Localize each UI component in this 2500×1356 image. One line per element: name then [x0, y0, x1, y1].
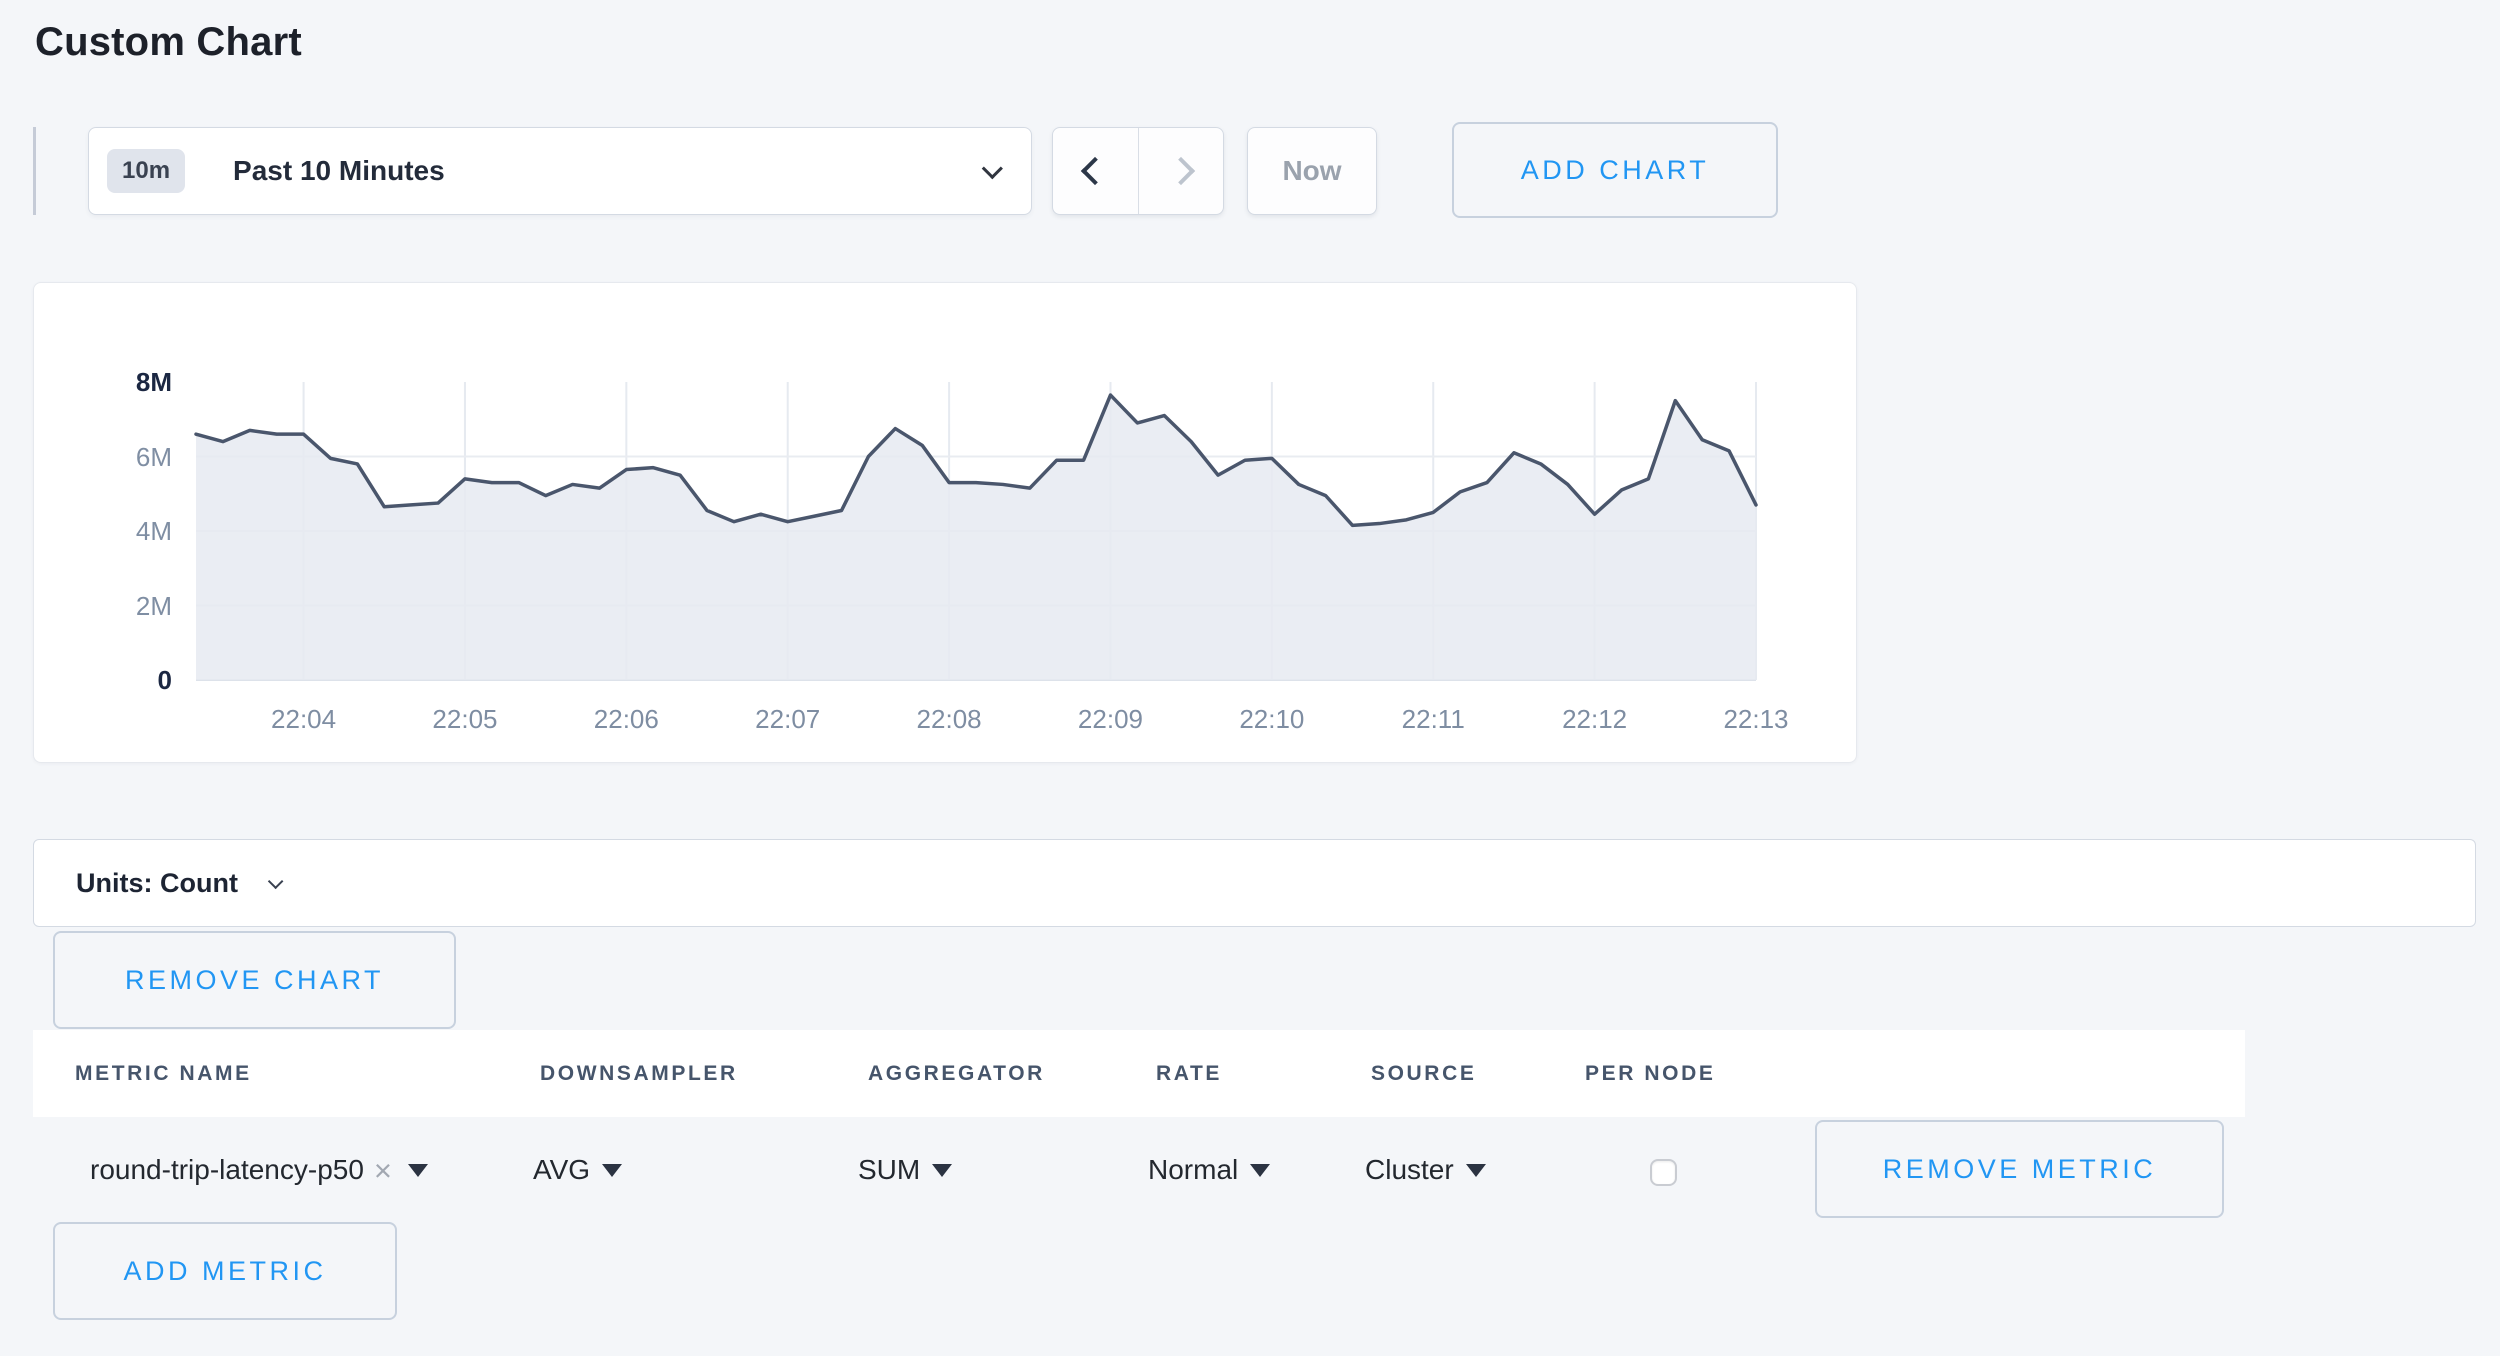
y-axis-tick-label: 8M [135, 367, 172, 397]
y-axis-tick-label: 4M [135, 516, 172, 546]
y-axis-tick-label: 6M [135, 441, 172, 472]
units-dropdown[interactable]: Units: Count [33, 839, 2476, 927]
chevron-right-icon [1166, 156, 1195, 186]
time-window-badge: 10m [107, 149, 186, 193]
chevron-down-icon [981, 157, 1003, 179]
aggregator-value: SUM [858, 1154, 921, 1185]
source-value: Cluster [1365, 1154, 1454, 1185]
dropdown-caret-icon [408, 1163, 429, 1177]
prev-time-button[interactable] [1053, 128, 1139, 214]
metric-name-value: round-trip-latency-p50 [90, 1154, 364, 1185]
x-axis-tick-label: 22:13 [1723, 704, 1789, 734]
x-axis-tick-label: 22:08 [916, 704, 982, 734]
timeseries-area-chart [194, 382, 1758, 681]
x-axis-tick-label: 22:06 [593, 704, 659, 734]
page-title: Custom Chart [35, 20, 302, 64]
column-header-downsampler: DOWNSAMPLER [540, 1061, 738, 1085]
remove-chart-button[interactable]: REMOVE CHART [53, 931, 456, 1029]
x-axis-tick-label: 22:10 [1239, 704, 1305, 734]
add-metric-button[interactable]: ADD METRIC [53, 1222, 397, 1320]
per-node-checkbox[interactable] [1650, 1159, 1677, 1186]
metrics-table-header: METRIC NAME DOWNSAMPLER AGGREGATOR RATE … [33, 1030, 2245, 1117]
toolbar-accent-bar [33, 127, 36, 215]
x-axis-tick-label: 22:12 [1562, 704, 1628, 734]
remove-metric-button[interactable]: REMOVE METRIC [1815, 1120, 2224, 1218]
chart-card: 0 2M 4M 6M 8M 22:04 22:05 22:06 22:07 22:08 22:09… [33, 282, 1857, 763]
dropdown-caret-icon [1465, 1163, 1486, 1177]
x-axis-tick-label: 22:04 [271, 704, 337, 734]
column-header-source: SOURCE [1371, 1061, 1477, 1085]
time-window-label: Past 10 Minutes [233, 155, 445, 186]
time-window-select[interactable]: 10m Past 10 Minutes [88, 127, 1032, 215]
downsampler-value: AVG [533, 1154, 591, 1185]
column-header-aggregator: AGGREGATOR [868, 1061, 1045, 1085]
rate-value: Normal [1148, 1154, 1239, 1185]
dropdown-caret-icon [932, 1163, 953, 1177]
chart-plot[interactable] [194, 382, 1758, 681]
now-button[interactable]: Now [1247, 127, 1377, 215]
chevron-down-icon [267, 873, 284, 889]
dropdown-caret-icon [602, 1163, 623, 1177]
y-axis-tick-label: 2M [135, 590, 172, 621]
column-header-per-node: PER NODE [1585, 1061, 1716, 1085]
dropdown-caret-icon [1250, 1163, 1271, 1177]
remove-tag-icon[interactable]: × [373, 1152, 393, 1188]
metric-name-dropdown[interactable]: round-trip-latency-p50 × [90, 1140, 429, 1200]
x-axis-tick-label: 22:09 [1077, 704, 1143, 734]
column-header-metric-name: METRIC NAME [75, 1061, 252, 1085]
y-axis-tick-label: 0 [157, 665, 172, 695]
x-axis-tick-label: 22:07 [755, 704, 821, 734]
time-nav-group [1052, 127, 1224, 215]
downsampler-dropdown[interactable]: AVG [533, 1140, 623, 1200]
chevron-left-icon [1081, 156, 1110, 186]
next-time-button[interactable] [1139, 128, 1224, 214]
column-header-rate: RATE [1156, 1061, 1223, 1085]
units-label: Units: Count [76, 867, 238, 898]
add-chart-button[interactable]: ADD CHART [1452, 122, 1778, 218]
x-axis-tick-label: 22:05 [432, 704, 498, 734]
source-dropdown[interactable]: Cluster [1365, 1140, 1486, 1200]
aggregator-dropdown[interactable]: SUM [858, 1140, 953, 1200]
rate-dropdown[interactable]: Normal [1148, 1140, 1271, 1200]
x-axis-tick-label: 22:11 [1401, 704, 1465, 734]
